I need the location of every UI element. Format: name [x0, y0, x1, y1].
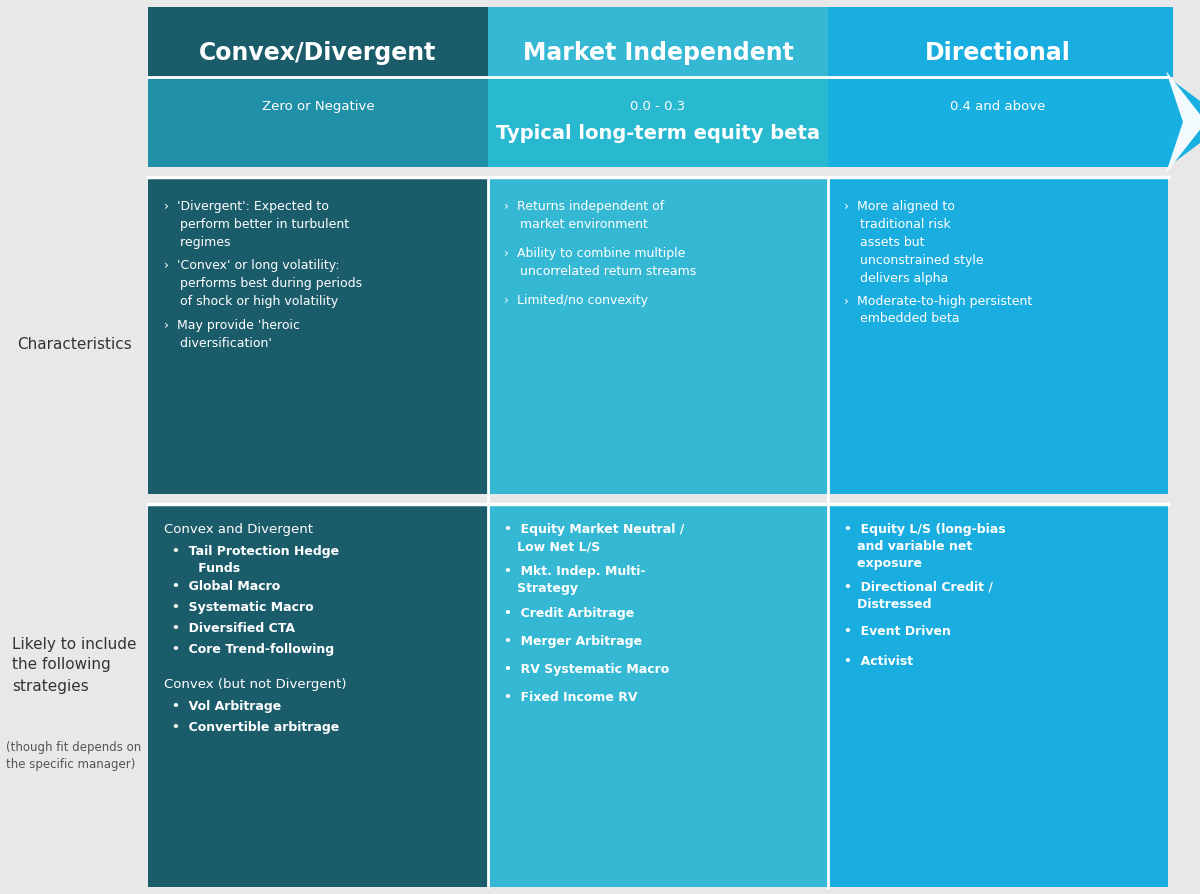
Polygon shape	[1166, 72, 1200, 173]
Bar	[148, 78, 488, 168]
Bar	[828, 8, 1174, 78]
Text: ›  Ability to combine multiple
    uncorrelated return streams: › Ability to combine multiple uncorrelat…	[504, 247, 696, 278]
Bar	[488, 504, 828, 887]
Text: Market Independent: Market Independent	[522, 41, 793, 65]
Text: •  Convertible arbitrage: • Convertible arbitrage	[172, 721, 340, 733]
Text: ›  Moderate-to-high persistent
    embedded beta: › Moderate-to-high persistent embedded b…	[844, 294, 1032, 325]
Bar	[148, 8, 488, 78]
Bar	[488, 8, 828, 78]
Text: •  Global Macro: • Global Macro	[172, 579, 281, 593]
Text: ›  May provide 'heroic
    diversification': › May provide 'heroic diversification'	[164, 318, 300, 350]
Text: ›  'Convex' or long volatility:
    performs best during periods
    of shock or: › 'Convex' or long volatility: performs …	[164, 259, 362, 308]
Bar	[488, 178, 828, 494]
Text: •  Equity Market Neutral /
   Low Net L/S: • Equity Market Neutral / Low Net L/S	[504, 522, 684, 552]
Text: •  Systematic Macro: • Systematic Macro	[172, 601, 313, 613]
Text: •  Event Driven: • Event Driven	[844, 624, 950, 637]
Text: Directional: Directional	[925, 41, 1070, 65]
Text: (though fit depends on
the specific manager): (though fit depends on the specific mana…	[6, 740, 142, 771]
Text: Convex and Divergent: Convex and Divergent	[164, 522, 313, 536]
Text: Convex/Divergent: Convex/Divergent	[199, 41, 437, 65]
Text: •  Diversified CTA: • Diversified CTA	[172, 621, 295, 634]
Text: •  Tail Protection Hedge
      Funds: • Tail Protection Hedge Funds	[172, 544, 340, 574]
Text: •  Directional Credit /
   Distressed: • Directional Credit / Distressed	[844, 580, 994, 611]
Text: •  Core Trend-following: • Core Trend-following	[172, 642, 334, 655]
Text: •  Equity L/S (long-bias
   and variable net
   exposure: • Equity L/S (long-bias and variable net…	[844, 522, 1006, 569]
Text: Typical long-term equity beta: Typical long-term equity beta	[496, 124, 820, 143]
Text: •  Mkt. Indep. Multi-
   Strategy: • Mkt. Indep. Multi- Strategy	[504, 564, 646, 595]
Text: •  Fixed Income RV: • Fixed Income RV	[504, 690, 637, 704]
Polygon shape	[1168, 78, 1200, 168]
Text: •  RV Systematic Macro: • RV Systematic Macro	[504, 662, 670, 675]
Text: Convex (but not Divergent): Convex (but not Divergent)	[164, 678, 347, 690]
Text: ›  'Divergent': Expected to
    perform better in turbulent
    regimes: › 'Divergent': Expected to perform bette…	[164, 199, 349, 249]
Bar	[148, 504, 488, 887]
Text: Characteristics: Characteristics	[17, 337, 131, 351]
Bar	[828, 178, 1168, 494]
Text: •  Activist: • Activist	[844, 654, 913, 667]
Bar	[828, 78, 1168, 168]
Text: •  Vol Arbitrage: • Vol Arbitrage	[172, 699, 281, 713]
Bar	[828, 504, 1168, 887]
Text: ›  More aligned to
    traditional risk
    assets but
    unconstrained style
 : › More aligned to traditional risk asset…	[844, 199, 984, 284]
Text: 0.0 - 0.3: 0.0 - 0.3	[630, 100, 685, 113]
Text: ›  Returns independent of
    market environment: › Returns independent of market environm…	[504, 199, 665, 231]
Bar	[488, 78, 828, 168]
Text: Zero or Negative: Zero or Negative	[262, 100, 374, 113]
Bar	[148, 178, 488, 494]
Text: 0.4 and above: 0.4 and above	[950, 100, 1045, 113]
Text: ›  Limited/no convexity: › Limited/no convexity	[504, 293, 648, 307]
Text: Likely to include
the following
strategies: Likely to include the following strategi…	[12, 636, 137, 693]
Text: •  Merger Arbitrage: • Merger Arbitrage	[504, 634, 642, 647]
Text: •  Credit Arbitrage: • Credit Arbitrage	[504, 606, 635, 620]
